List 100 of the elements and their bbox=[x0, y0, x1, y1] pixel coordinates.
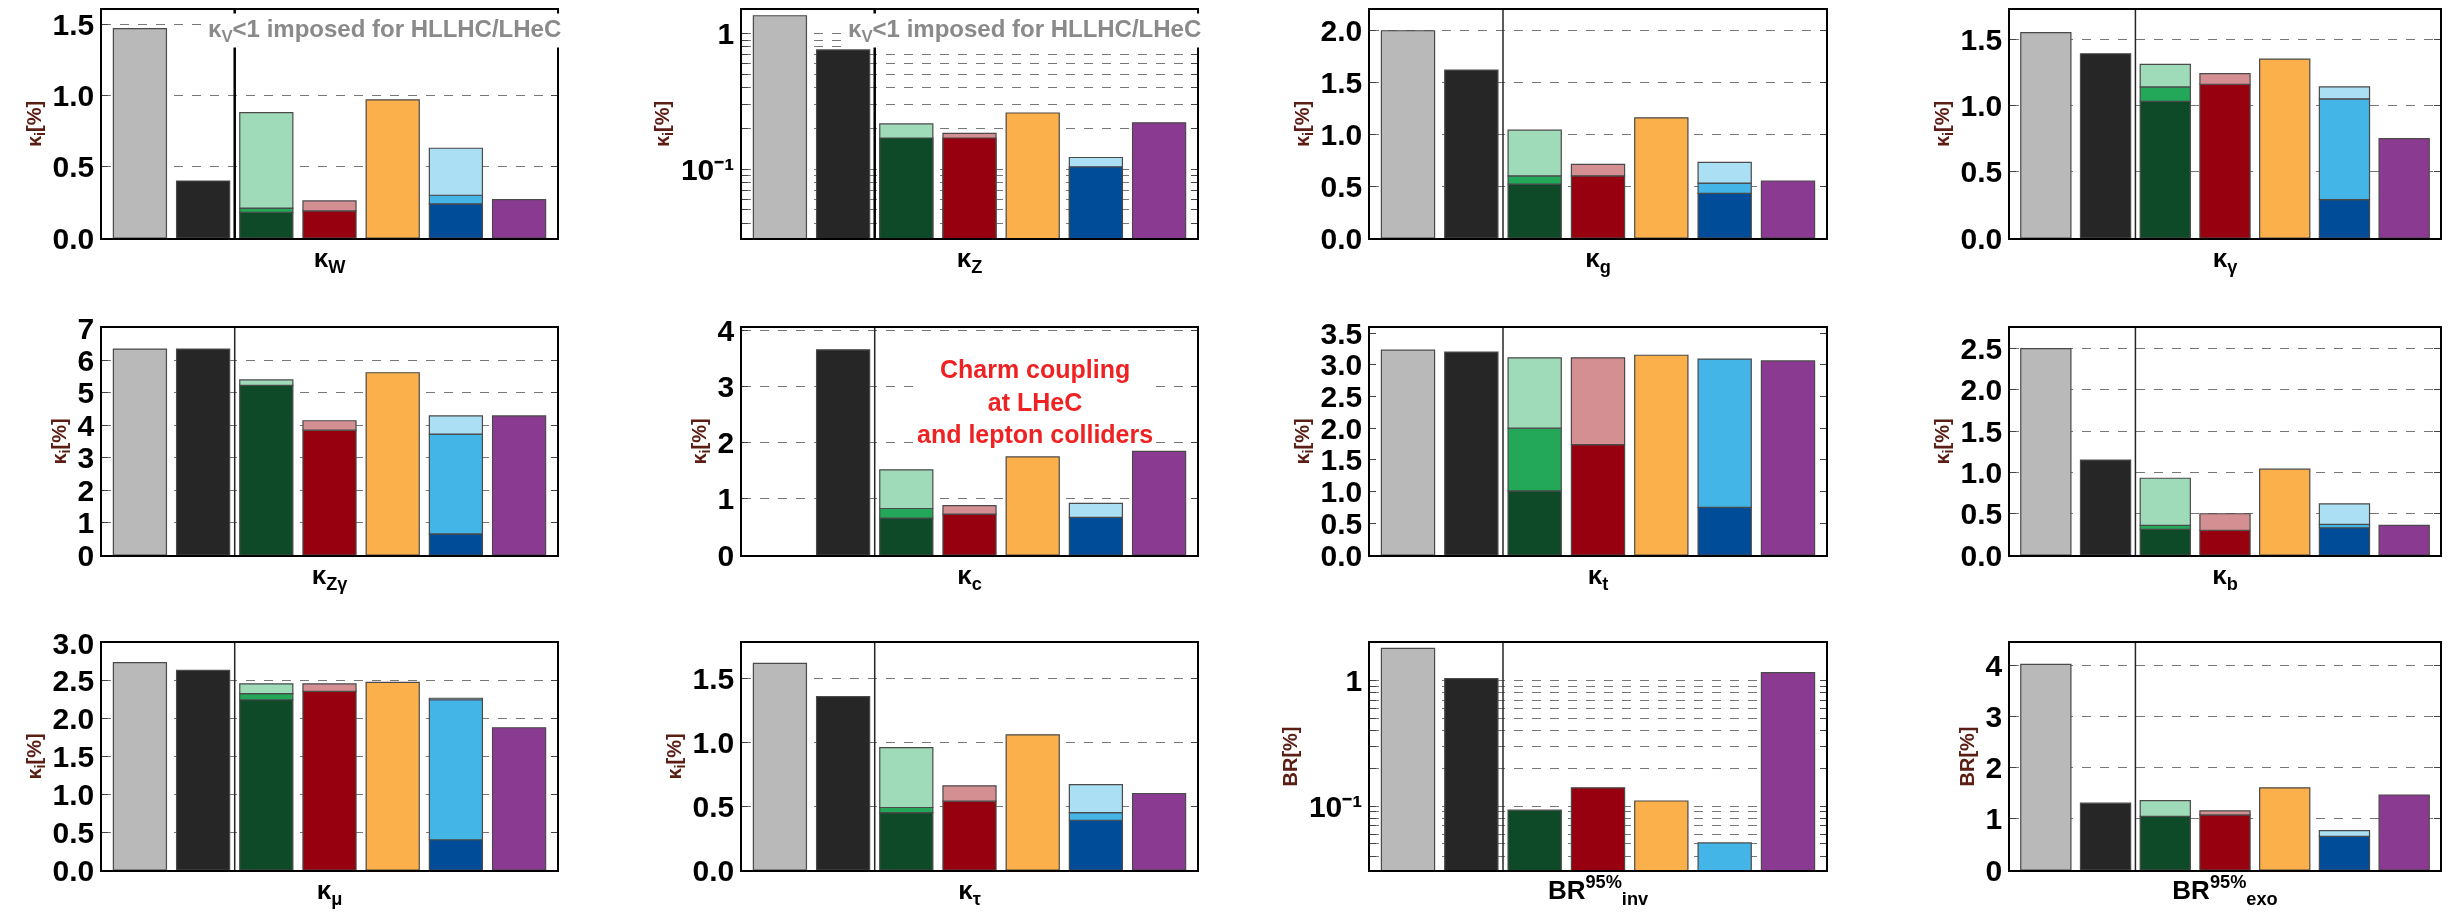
bar bbox=[2318, 527, 2371, 555]
y-tick-label: 0.0 bbox=[1320, 538, 1363, 572]
y-tick-label: 0.0 bbox=[692, 853, 735, 887]
bar bbox=[2318, 503, 2371, 526]
x-axis-title: κ$_{c}$ bbox=[957, 560, 982, 594]
y-tick-label: 1.0 bbox=[1960, 88, 2003, 122]
bar bbox=[2378, 524, 2430, 555]
bar bbox=[112, 27, 168, 238]
x-axis-title: κ$_{μ}$ bbox=[316, 875, 343, 909]
y-axis-title: BR[%] bbox=[1278, 726, 1301, 787]
bar bbox=[175, 669, 231, 870]
y-tick-label: 3 bbox=[1985, 700, 2003, 734]
bar bbox=[2079, 802, 2132, 870]
y-tick-label: 0.0 bbox=[1320, 221, 1363, 255]
y-tick-label: 1.0 bbox=[1960, 455, 2003, 489]
y-tick-label: 0 bbox=[1985, 853, 2003, 887]
bar bbox=[175, 348, 231, 555]
bar bbox=[815, 349, 871, 555]
x-axis-title: κ$_{γ}$ bbox=[2212, 243, 2239, 277]
y-tick-label: 2.0 bbox=[1320, 411, 1363, 445]
bar bbox=[1131, 792, 1187, 870]
annotation: Charm coupling at LHeC and lepton colliders bbox=[917, 355, 1154, 448]
y-tick-label: 1 bbox=[717, 17, 735, 51]
y-tick-label: 0.5 bbox=[1320, 506, 1363, 540]
bar bbox=[2259, 468, 2311, 555]
y-tick-label: 1.5 bbox=[1960, 414, 2003, 448]
y-tick-label: 1 bbox=[717, 482, 735, 516]
y-tick-label: 4 bbox=[717, 314, 735, 348]
y-tick-label: 1.5 bbox=[1960, 22, 2003, 56]
y-tick-label: 1.5 bbox=[1320, 66, 1363, 100]
bar bbox=[2139, 477, 2191, 526]
y-tick-label: 2.0 bbox=[1960, 373, 2003, 407]
annotation: κ$_{V}$<1 imposed for HLLHC/LHeC bbox=[848, 15, 1202, 47]
y-tick-label: 1 bbox=[1985, 802, 2003, 836]
y-tick-label: 1 bbox=[1345, 664, 1363, 698]
y-tick-label: 4 bbox=[1985, 649, 2003, 683]
x-axis-title: κ$_{b}$ bbox=[2212, 560, 2238, 594]
x-axis-title: κ$_{Z}$ bbox=[956, 243, 983, 277]
bar bbox=[1131, 450, 1187, 555]
bar bbox=[2020, 348, 2072, 555]
bar bbox=[2020, 663, 2072, 870]
bar bbox=[1760, 360, 1816, 555]
y-tick-label: 0 bbox=[717, 538, 735, 572]
y-tick-label: 5 bbox=[77, 376, 95, 410]
bar bbox=[175, 180, 231, 238]
bar bbox=[752, 662, 808, 870]
bar bbox=[879, 746, 934, 809]
y-tick-label: 10⁻¹ bbox=[680, 152, 735, 186]
y-tick-label: 1.5 bbox=[52, 7, 95, 41]
bar bbox=[1005, 456, 1060, 555]
y-tick-label: 3 bbox=[717, 370, 735, 404]
x-axis-title: κ$_{g}$ bbox=[1585, 243, 1611, 277]
y-tick-label: 1.0 bbox=[692, 725, 735, 759]
y-tick-label: 1.0 bbox=[52, 777, 95, 811]
y-tick-label: 10⁻¹ bbox=[1308, 789, 1363, 823]
y-tick-label: 4 bbox=[77, 408, 95, 442]
x-axis-title: κ$_{Zγ}$ bbox=[311, 560, 349, 594]
y-tick-label: 2.0 bbox=[1320, 14, 1363, 48]
bar bbox=[491, 727, 547, 870]
y-tick-label: 2 bbox=[717, 426, 735, 460]
bar bbox=[1444, 351, 1499, 555]
bar bbox=[1760, 180, 1816, 238]
bar bbox=[815, 695, 871, 870]
y-tick-label: 2.0 bbox=[52, 702, 95, 736]
y-tick-label: 0.5 bbox=[1960, 155, 2003, 189]
bar bbox=[1380, 30, 1436, 238]
bar bbox=[2259, 58, 2311, 238]
bar bbox=[2020, 31, 2072, 238]
bar bbox=[491, 415, 547, 555]
y-tick-label: 3.0 bbox=[52, 626, 95, 660]
y-tick-label: 3.0 bbox=[1320, 348, 1363, 382]
bar bbox=[2378, 794, 2430, 870]
y-tick-label: 2.5 bbox=[1960, 332, 2003, 366]
bar bbox=[239, 211, 294, 238]
bar bbox=[491, 198, 547, 238]
x-axis-title: κ$_{W}$ bbox=[313, 243, 347, 277]
y-tick-label: 1.5 bbox=[1320, 443, 1363, 477]
bar bbox=[2139, 528, 2191, 555]
y-tick-label: 3 bbox=[77, 441, 95, 475]
y-tick-label: 0.5 bbox=[52, 150, 95, 184]
y-tick-label: 1.0 bbox=[1320, 117, 1363, 151]
y-tick-label: 0.0 bbox=[1960, 221, 2003, 255]
bar bbox=[112, 662, 168, 870]
y-tick-label: 1.5 bbox=[52, 740, 95, 773]
bar bbox=[879, 812, 934, 870]
bar bbox=[1634, 354, 1689, 555]
bar bbox=[365, 372, 420, 555]
y-tick-label: 0.5 bbox=[692, 789, 735, 823]
y-tick-label: 1 bbox=[77, 506, 95, 540]
y-tick-label: 2.5 bbox=[52, 664, 95, 698]
x-axis-title: κ$_{τ}$ bbox=[958, 875, 981, 909]
annotation: κ$_{V}$<1 imposed for HLLHC/LHeC bbox=[208, 15, 562, 47]
y-tick-label: 0.0 bbox=[1960, 538, 2003, 572]
y-tick-label: 6 bbox=[77, 343, 95, 377]
bar bbox=[1634, 117, 1689, 238]
x-axis-title: κ$_{t}$ bbox=[1587, 560, 1609, 594]
y-tick-label: 1.0 bbox=[1320, 475, 1363, 509]
bar bbox=[2079, 459, 2132, 555]
y-tick-label: 0.5 bbox=[1320, 169, 1363, 203]
bar bbox=[1005, 734, 1060, 870]
